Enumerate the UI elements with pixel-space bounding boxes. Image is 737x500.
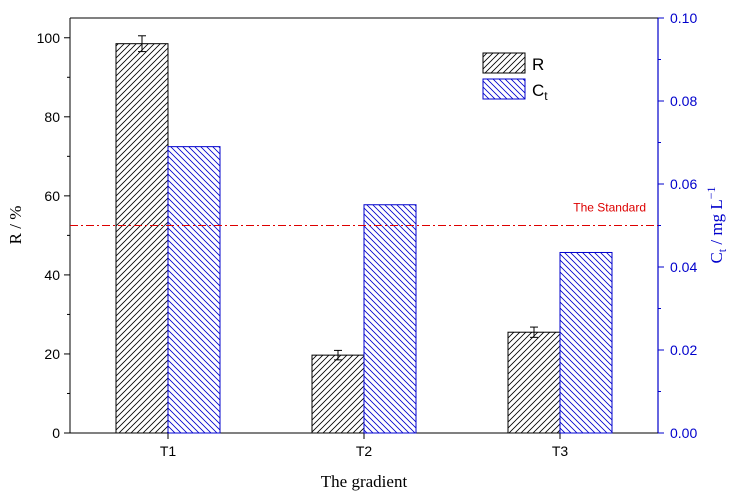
bar-ct — [167, 146, 221, 434]
right-y-axis-title: Ct / mg L−1 — [704, 186, 729, 263]
right-y-axis-title-rest: / mg L — [707, 199, 726, 249]
legend-label-ct: Ct — [532, 81, 548, 103]
left-tick-label: 20 — [44, 346, 60, 362]
x-tick-label: T3 — [552, 443, 569, 459]
x-axis: T1 T2 T3 — [70, 432, 658, 459]
legend-swatch-r — [482, 52, 526, 74]
x-tick-label: T1 — [160, 443, 177, 459]
bar-series — [115, 43, 613, 434]
legend-label-r: R — [532, 55, 544, 74]
bar-ct — [363, 204, 417, 434]
legend-label-ct-sub: t — [544, 89, 548, 103]
reference-line-label: The Standard — [573, 201, 646, 215]
bar-r — [115, 43, 169, 434]
left-tick-label: 100 — [37, 30, 61, 46]
legend-swatch-ct — [482, 78, 526, 100]
right-y-axis-title-main: C — [707, 252, 726, 263]
right-tick-label: 0.04 — [670, 259, 697, 275]
right-tick-label: 0.00 — [670, 425, 697, 441]
bar-r — [311, 354, 365, 434]
error-bars — [138, 35, 538, 361]
left-y-axis: 0 20 40 60 80 100 — [37, 18, 71, 441]
right-tick-label: 0.02 — [670, 342, 697, 358]
legend: R Ct — [482, 52, 548, 103]
x-axis-title: The gradient — [321, 472, 408, 491]
reference-line-group: The Standard — [70, 201, 658, 226]
right-tick-label: 0.06 — [670, 176, 697, 192]
bar-r — [507, 331, 561, 434]
left-tick-label: 60 — [44, 188, 60, 204]
right-tick-label: 0.08 — [670, 93, 697, 109]
left-tick-label: 80 — [44, 109, 60, 125]
left-y-axis-title: R / % — [6, 206, 25, 245]
bar-ct — [559, 251, 613, 434]
right-y-axis-title-sub: t — [715, 248, 729, 252]
left-tick-label: 0 — [52, 425, 60, 441]
legend-label-ct-main: C — [532, 81, 544, 100]
right-tick-label: 0.10 — [670, 10, 697, 26]
right-y-axis: 0.00 0.02 0.04 0.06 0.08 0.10 — [657, 10, 697, 441]
left-tick-label: 40 — [44, 267, 60, 283]
right-y-axis-title-sup: −1 — [704, 186, 718, 199]
x-tick-label: T2 — [356, 443, 373, 459]
